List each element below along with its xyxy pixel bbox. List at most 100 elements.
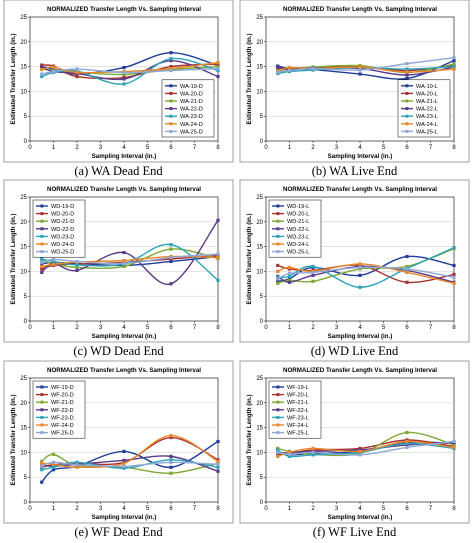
x-tick-label: 3	[335, 325, 339, 331]
data-point	[358, 262, 362, 266]
legend-label: WD-20-D	[51, 212, 74, 218]
x-tick-label: 8	[216, 325, 220, 331]
data-point	[40, 459, 44, 463]
x-tick-label: 4	[358, 325, 362, 331]
data-point	[40, 270, 44, 274]
legend-label: WD-21-D	[51, 219, 74, 225]
x-axis-label: Sampling Interval (in.)	[92, 333, 157, 340]
x-tick-label: 7	[429, 145, 433, 151]
data-point	[216, 278, 220, 282]
x-tick-label: 0	[28, 145, 32, 151]
legend-label: WD-25-D	[51, 250, 74, 256]
x-tick-label: 1	[288, 145, 292, 151]
legend-marker	[40, 219, 44, 223]
legend-marker	[405, 122, 409, 126]
data-point	[358, 65, 362, 69]
data-point	[75, 265, 79, 270]
data-point	[216, 255, 220, 260]
data-point	[358, 265, 362, 270]
data-point	[452, 59, 456, 63]
chart-panel-6: 0 5 10 15 20 25 0 1 2 3 4 5 6 7 8 NORMALIZED Transfer L…	[239, 360, 470, 539]
legend-label: WA-23-D	[180, 114, 203, 120]
data-point	[452, 67, 456, 71]
x-tick-label: 7	[193, 145, 197, 151]
legend-label: WA-25-D	[180, 129, 203, 135]
x-tick-label: 8	[452, 325, 456, 331]
data-point	[122, 72, 126, 77]
legend-marker	[40, 227, 44, 231]
data-point	[216, 439, 220, 444]
legend-label: WD-19-D	[51, 204, 74, 210]
data-point	[122, 461, 126, 465]
panel-caption: (c) WD Dead End	[73, 344, 164, 358]
x-tick-label: 6	[169, 145, 173, 151]
legend-marker	[169, 91, 173, 95]
data-point	[122, 70, 126, 75]
x-tick-label: 0	[28, 325, 32, 331]
x-tick-label: 3	[99, 325, 103, 331]
data-point	[75, 259, 79, 264]
x-axis-label: Sampling Interval (in.)	[92, 514, 157, 521]
data-point	[216, 61, 220, 65]
data-point	[287, 280, 292, 284]
legend-label: WA-21-D	[180, 99, 203, 105]
x-tick-label: 5	[382, 325, 386, 331]
legend-label: WD-23-D	[51, 234, 74, 240]
y-tick-label: 20	[20, 220, 27, 226]
data-point	[311, 273, 315, 277]
data-point	[452, 443, 456, 447]
data-point	[287, 68, 292, 73]
data-point	[405, 280, 409, 284]
chart-title: NORMALIZED Transfer Length Vs. Sampling …	[47, 186, 201, 193]
x-tick-label: 7	[429, 506, 433, 512]
y-tick-label: 20	[256, 220, 263, 226]
x-tick-label: 2	[75, 145, 79, 151]
x-tick-label: 1	[52, 506, 56, 512]
y-axis-label: Estimated Transfer Length (in.)	[10, 213, 17, 304]
legend-label: WD-20-L	[287, 212, 309, 218]
legend-marker	[169, 107, 173, 111]
x-tick-label: 4	[358, 506, 362, 512]
data-point	[311, 270, 315, 274]
data-point	[122, 77, 126, 81]
y-tick-label: 25	[256, 15, 263, 21]
data-point	[405, 441, 409, 446]
y-tick-label: 10	[20, 450, 27, 456]
chart-title: NORMALIZED Transfer Length Vs. Sampling …	[283, 6, 437, 13]
data-point	[122, 458, 126, 462]
data-point	[358, 449, 362, 454]
data-point	[40, 63, 44, 67]
chart-panel-3: 0 5 10 15 20 25 0 1 2 3 4 5 6 7 8 NORMALIZED Transfer L…	[3, 179, 234, 358]
data-point	[452, 439, 456, 444]
x-tick-label: 2	[75, 506, 79, 512]
data-point	[405, 76, 409, 81]
data-point	[51, 452, 56, 456]
y-axis-label: Estimated Transfer Length (in.)	[10, 394, 17, 485]
y-tick-label: 0	[24, 319, 28, 325]
data-point	[311, 446, 315, 451]
data-point	[75, 263, 79, 267]
legend-marker	[169, 84, 173, 88]
x-tick-label: 5	[146, 145, 150, 151]
y-tick-label: 5	[260, 475, 264, 481]
legend-marker	[276, 212, 280, 216]
data-point	[169, 57, 173, 61]
data-point	[169, 51, 173, 55]
legend-marker	[276, 227, 280, 231]
data-point	[311, 450, 315, 454]
panel-caption: (d) WD Live End	[311, 344, 399, 358]
data-point	[216, 74, 220, 79]
data-point	[276, 448, 280, 452]
data-point	[405, 430, 409, 435]
x-tick-label: 8	[216, 506, 220, 512]
legend-label: WA-21-L	[416, 99, 438, 105]
data-point	[51, 468, 56, 472]
x-tick-label: 5	[382, 145, 386, 151]
legend-label: WA-23-L	[416, 114, 438, 120]
chart-title: NORMALIZED Transfer Length Vs. Sampling …	[47, 6, 201, 13]
data-point	[169, 68, 173, 73]
data-point	[169, 282, 173, 286]
x-tick-label: 7	[193, 325, 197, 331]
data-point	[169, 454, 173, 458]
data-point	[405, 270, 409, 274]
